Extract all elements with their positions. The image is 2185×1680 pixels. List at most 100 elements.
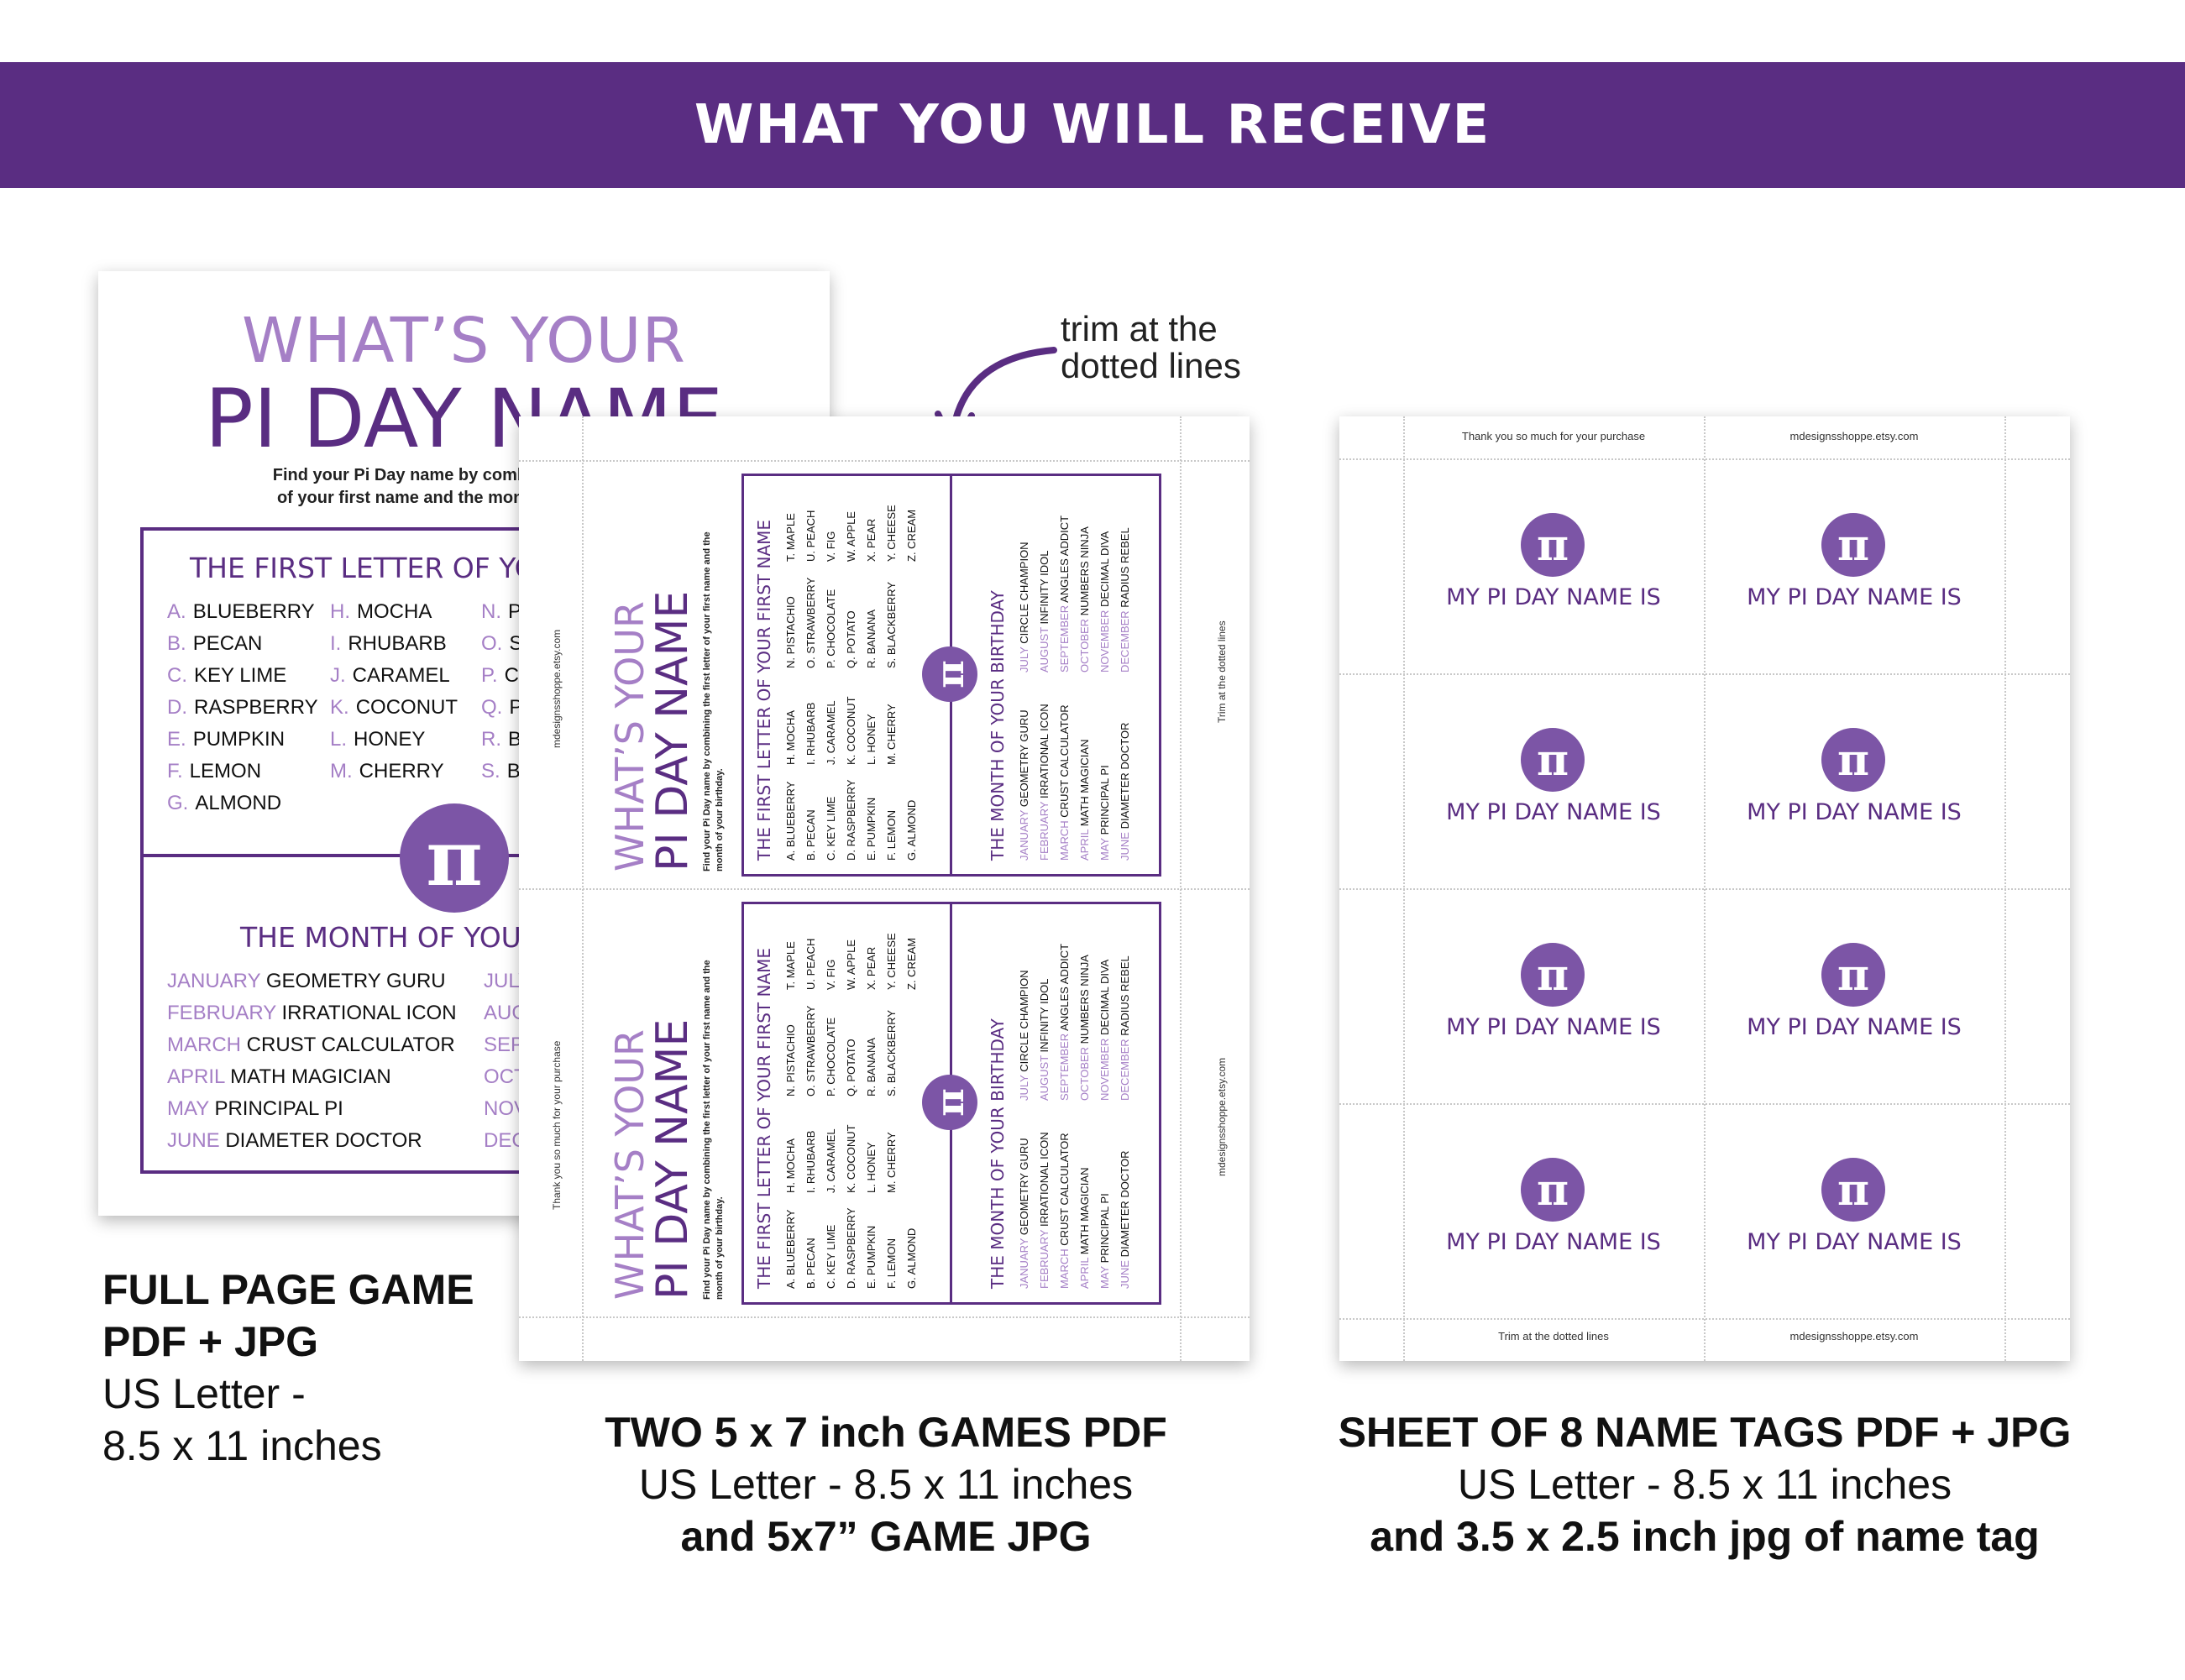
list-item: Q. POTATO xyxy=(845,1039,857,1096)
full-page-game-box: THE FIRST LETTER OF YOUR FIRST NAME A. BL… xyxy=(140,527,795,1174)
list-item: G. ALMOND xyxy=(905,799,918,861)
list-item: S. BLACKBERRY xyxy=(885,1009,898,1096)
list-item: S. BLACKBERRY xyxy=(885,581,898,668)
list-item: E. PUMPKIN xyxy=(167,728,286,751)
card-title-line2: PI DAY NAME xyxy=(647,590,698,871)
pi-digits-icon: π xyxy=(1521,728,1585,792)
list-item: C. KEY LIME xyxy=(825,1224,837,1289)
list-item: MAY PRINCIPAL PI xyxy=(1098,1193,1111,1289)
months-column-1: JANUARY GEOMETRY GURU FEBRUARY IRRATIONA… xyxy=(1014,704,1135,861)
letters-column-2: H. MOCHA I. RHUBARB J. CARAMEL K. COCONUT L.… xyxy=(330,596,458,788)
caption-line: US Letter - xyxy=(102,1370,306,1417)
name-tag: π MY PI DAY NAME IS xyxy=(1704,673,2004,888)
months-column-1: JANUARY GEOMETRY GURU FEBRUARY IRRATIONA… xyxy=(167,966,457,1157)
list-item: F. LEMON xyxy=(885,1238,898,1289)
full-page-title-line1: WHAT’S YOUR xyxy=(242,305,686,377)
list-item: JUNE DIAMETER DOCTOR xyxy=(1119,1150,1131,1289)
list-item: V. FIG xyxy=(825,531,837,562)
caption-line: and 5x7” GAME JPG xyxy=(680,1513,1092,1560)
list-item: I. RHUBARB xyxy=(330,632,447,655)
list-item: F. LEMON xyxy=(885,810,898,861)
name-tag-label: MY PI DAY NAME IS xyxy=(1747,1229,1962,1255)
list-item: JULY CIRCLE CHAMPION xyxy=(1018,542,1030,673)
name-tag: π MY PI DAY NAME IS xyxy=(1403,1103,1704,1318)
caption-full-page: FULL PAGE GAME PDF + JPG US Letter - 8.5… xyxy=(102,1264,474,1472)
name-tag: π MY PI DAY NAME IS xyxy=(1704,888,2004,1103)
name-tag-label: MY PI DAY NAME IS xyxy=(1747,1014,1962,1040)
list-item: A. BLUEBERRY xyxy=(784,781,797,861)
tags-footer-note: mdesignsshoppe.etsy.com xyxy=(1789,1330,1919,1342)
list-item: J. CARAMEL xyxy=(330,664,450,687)
list-item: FEBRUARY IRRATIONAL ICON xyxy=(167,1002,457,1024)
list-item: H. MOCHA xyxy=(330,600,432,623)
list-item: AUGUST INFINITY IDOL xyxy=(1038,550,1051,673)
card-title-line2: PI DAY NAME xyxy=(647,1018,698,1300)
letters-column-3: N. PISTACHIO O. STRAWBERRY P. CHOCOLATE … xyxy=(781,1006,902,1096)
list-item: J. CARAMEL xyxy=(825,700,837,765)
list-item: R. BANANA xyxy=(865,609,878,668)
list-item: Y. CHEESE xyxy=(885,505,898,562)
list-item: J. CARAMEL xyxy=(825,1128,837,1193)
list-item: M. CHERRY xyxy=(330,760,444,782)
trim-line xyxy=(1339,888,2070,890)
list-item: X. PEAR xyxy=(865,946,878,990)
list-item: C. KEY LIME xyxy=(167,664,287,687)
months-column-2: JULY CIRCLE CHAMPION AUGUST INFINITY IDO… xyxy=(1014,516,1135,673)
list-item: DECEMBER RADIUS REBEL xyxy=(1119,527,1131,673)
list-item: B. PECAN xyxy=(804,1238,817,1289)
list-item: B. PECAN xyxy=(167,632,263,655)
name-tag: π MY PI DAY NAME IS xyxy=(1403,458,1704,673)
list-item: Q. POTATO xyxy=(845,610,857,668)
card-game-box: THE FIRST LETTER OF YOUR FIRST NAME A. B… xyxy=(741,474,1161,877)
pi-digits-icon: π xyxy=(1821,943,1885,1007)
pi-digits-icon: π xyxy=(400,803,509,913)
caption-line: PDF + JPG xyxy=(102,1318,319,1365)
two-games-sheet-preview: mdesignsshoppe.etsy.com Thank you so muc… xyxy=(519,416,1250,1361)
name-tag: π MY PI DAY NAME IS xyxy=(1403,888,1704,1103)
list-item: APRIL MATH MAGICIAN xyxy=(1078,1167,1091,1289)
caption-line: FULL PAGE GAME xyxy=(102,1266,474,1313)
letters-column-3: N. PISTACHIO O. STRAWBERRY P. CHOCOLATE … xyxy=(781,578,902,668)
caption-line: 8.5 x 11 inches xyxy=(102,1422,382,1469)
list-item: O. STRAWBERRY xyxy=(804,577,817,668)
list-item: DECEMBER RADIUS REBEL xyxy=(1119,955,1131,1101)
pi-digits-icon: π xyxy=(922,646,977,702)
trim-line xyxy=(1339,1103,2070,1105)
list-item: K. COCONUT xyxy=(845,696,857,765)
list-item: A. BLUEBERRY xyxy=(784,1209,797,1289)
list-item: N. PI xyxy=(481,600,527,623)
list-item: MARCH CRUST CALCULATOR xyxy=(1058,1133,1071,1289)
card-title-line1: WHAT’S YOUR xyxy=(607,1029,652,1300)
list-item: D. RASPBERRY xyxy=(845,1207,857,1289)
list-item: L. HONEY xyxy=(330,728,426,751)
list-item: T. MAPLE xyxy=(784,513,797,562)
name-tag-label: MY PI DAY NAME IS xyxy=(1446,1014,1661,1040)
list-item: B. PECAN xyxy=(804,809,817,861)
name-tags-sheet-preview: Thank you so much for your purchase mdes… xyxy=(1339,416,2070,1361)
side-note: mdesignsshoppe.etsy.com xyxy=(1216,1057,1228,1176)
side-note: mdesignsshoppe.etsy.com xyxy=(551,629,563,748)
list-item: NOVEMBER DECIMAL DIVA xyxy=(1098,531,1111,673)
list-item: MAY PRINCIPAL PI xyxy=(1098,765,1111,861)
months-column-1: JANUARY GEOMETRY GURU FEBRUARY IRRATIONA… xyxy=(1014,1132,1135,1289)
list-item: X. PEAR xyxy=(865,518,878,562)
side-note: Thank you so much for your purchase xyxy=(551,1040,563,1210)
game-card: WHAT’S YOUR PI DAY NAME Find your Pi Day… xyxy=(582,888,1180,1316)
month-heading: THE MONTH OF YOUR BIRTHDAY xyxy=(988,590,1008,861)
tags-footer-note: Trim at the dotted lines xyxy=(1498,1330,1609,1342)
card-intro: Find your Pi Day name by combining the f… xyxy=(702,960,725,1300)
list-item: P. CHOCOLATE xyxy=(825,1017,837,1096)
game-card-rotated: WHAT’S YOUR PI DAY NAME Find your Pi Day… xyxy=(582,888,1180,1316)
list-item: Z. CREAM xyxy=(905,509,918,562)
list-item: SEP xyxy=(484,1034,525,1056)
tags-header-note: mdesignsshoppe.etsy.com xyxy=(1789,430,1919,442)
list-item: D. RASPBERRY xyxy=(845,779,857,861)
list-item: I. RHUBARB xyxy=(804,702,817,765)
caption-tags: SHEET OF 8 NAME TAGS PDF + JPG US Letter… xyxy=(1318,1406,2091,1562)
list-item: U. PEACH xyxy=(804,938,817,990)
caption-line: SHEET OF 8 NAME TAGS PDF + JPG xyxy=(1338,1409,2072,1456)
caption-line: US Letter - 8.5 x 11 inches xyxy=(1457,1461,1952,1508)
first-letter-heading: THE FIRST LETTER OF YOUR FIRST NAME xyxy=(754,947,774,1289)
list-item: D. RASPBERRY xyxy=(167,696,318,719)
list-item: C. KEY LIME xyxy=(825,796,837,861)
